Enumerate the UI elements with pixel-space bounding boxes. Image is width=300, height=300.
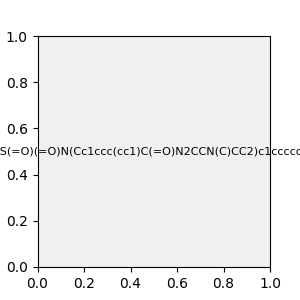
Text: CS(=O)(=O)N(Cc1ccc(cc1)C(=O)N2CCN(C)CC2)c1ccccc1F: CS(=O)(=O)N(Cc1ccc(cc1)C(=O)N2CCN(C)CC2)… [0, 146, 300, 157]
